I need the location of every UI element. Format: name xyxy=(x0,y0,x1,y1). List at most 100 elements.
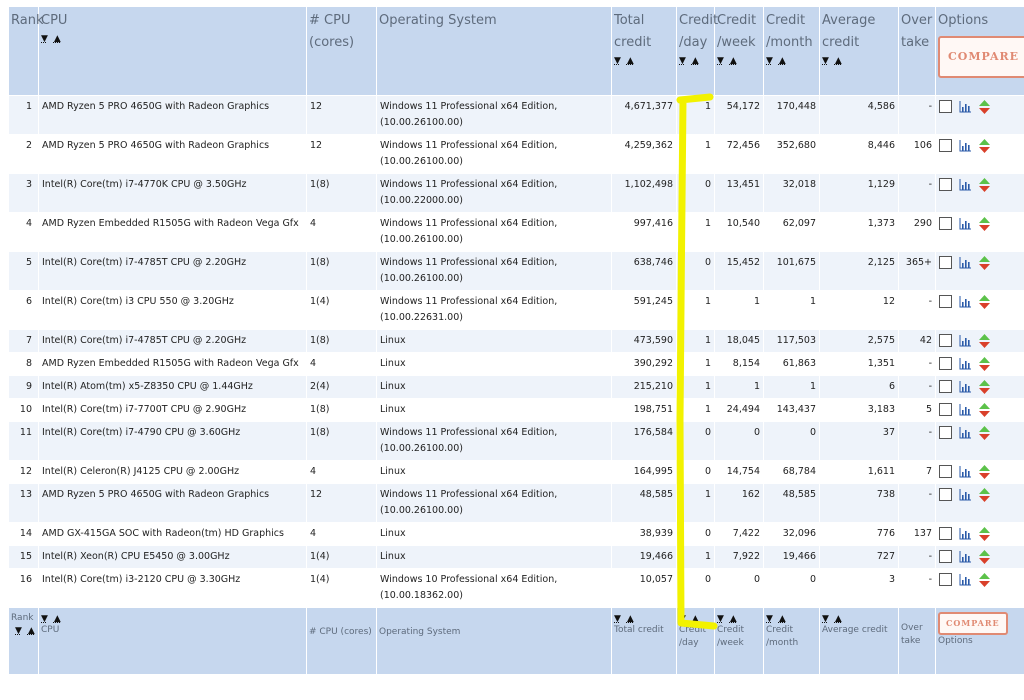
credit-day-sort-controls: ▼ ▲ xyxy=(679,614,712,624)
bar-chart-icon[interactable] xyxy=(959,403,972,416)
credit-month-cell: 0 xyxy=(763,568,820,608)
bar-chart-icon[interactable] xyxy=(959,139,972,152)
sort-desc-icon[interactable]: ▼ xyxy=(822,614,829,624)
credit-week-cell: 15,452 xyxy=(714,251,764,291)
compare-checkbox[interactable] xyxy=(939,295,952,308)
bar-chart-icon[interactable] xyxy=(959,527,972,540)
compare-checkbox[interactable] xyxy=(939,465,952,478)
bar-chart-icon[interactable] xyxy=(959,550,972,563)
up-down-arrows-icon[interactable] xyxy=(979,487,990,502)
cores-cell: 12 xyxy=(306,95,377,135)
up-down-arrows-icon[interactable] xyxy=(979,549,990,564)
compare-checkbox[interactable] xyxy=(939,550,952,563)
compare-checkbox[interactable] xyxy=(939,573,952,586)
credit-day-cell: 1 xyxy=(676,545,715,569)
cpu-cell: Intel(R) Xeon(R) CPU E5450 @ 3.00GHz xyxy=(38,545,307,569)
up-down-arrows-icon[interactable] xyxy=(979,99,990,114)
bar-chart-icon[interactable] xyxy=(959,217,972,230)
sort-asc-icon[interactable]: ▲ xyxy=(691,56,699,66)
sort-desc-icon[interactable]: ▼ xyxy=(822,56,829,66)
up-down-arrows-icon[interactable] xyxy=(979,572,990,587)
up-down-arrows-icon[interactable] xyxy=(979,333,990,348)
compare-checkbox[interactable] xyxy=(939,334,952,347)
average-credit-cell: 37 xyxy=(819,421,899,461)
header-cpu: CPU ▼ ▲ xyxy=(38,6,307,96)
compare-checkbox[interactable] xyxy=(939,380,952,393)
sort-asc-icon[interactable]: ▲ xyxy=(729,56,737,66)
sort-asc-icon[interactable]: ▲ xyxy=(626,56,634,66)
credit-week-cell: 7,922 xyxy=(714,545,764,569)
compare-checkbox[interactable] xyxy=(939,357,952,370)
compare-checkbox[interactable] xyxy=(939,139,952,152)
options-cell xyxy=(935,173,1024,213)
bar-chart-icon[interactable] xyxy=(959,256,972,269)
sort-asc-icon[interactable]: ▲ xyxy=(27,626,35,636)
compare-checkbox[interactable] xyxy=(939,100,952,113)
compare-button[interactable]: COMPARE xyxy=(938,36,1024,78)
bar-chart-icon[interactable] xyxy=(959,295,972,308)
credit-day-cell: 1 xyxy=(676,134,715,174)
compare-checkbox[interactable] xyxy=(939,217,952,230)
sort-desc-icon[interactable]: ▼ xyxy=(679,614,686,624)
sort-desc-icon[interactable]: ▼ xyxy=(41,34,48,44)
footer-rank: Rank ▼ ▲ xyxy=(8,607,39,675)
compare-button[interactable]: COMPARE xyxy=(938,612,1008,635)
sort-asc-icon[interactable]: ▲ xyxy=(53,34,61,44)
compare-checkbox[interactable] xyxy=(939,403,952,416)
header-credit-week: Credit /week ▼ ▲ xyxy=(714,6,764,96)
up-down-arrows-icon[interactable] xyxy=(979,526,990,541)
sort-asc-icon[interactable]: ▲ xyxy=(778,56,786,66)
up-down-arrows-icon[interactable] xyxy=(979,216,990,231)
sort-desc-icon[interactable]: ▼ xyxy=(614,56,621,66)
sort-desc-icon[interactable]: ▼ xyxy=(614,614,621,624)
up-down-arrows-icon[interactable] xyxy=(979,138,990,153)
overtake-cell: - xyxy=(898,545,936,569)
sort-asc-icon[interactable]: ▲ xyxy=(834,614,842,624)
header-os: Operating System xyxy=(376,6,612,96)
up-down-arrows-icon[interactable] xyxy=(979,464,990,479)
sort-desc-icon[interactable]: ▼ xyxy=(766,614,773,624)
up-down-arrows-icon[interactable] xyxy=(979,356,990,371)
up-down-arrows-icon[interactable] xyxy=(979,379,990,394)
sort-asc-icon[interactable]: ▲ xyxy=(53,614,61,624)
bar-chart-icon[interactable] xyxy=(959,334,972,347)
total-credit-cell: 38,939 xyxy=(611,522,677,546)
bar-chart-icon[interactable] xyxy=(959,178,972,191)
compare-checkbox[interactable] xyxy=(939,527,952,540)
sort-desc-icon[interactable]: ▼ xyxy=(717,56,724,66)
compare-checkbox[interactable] xyxy=(939,256,952,269)
credit-day-cell: 0 xyxy=(676,460,715,484)
sort-desc-icon[interactable]: ▼ xyxy=(766,56,773,66)
sort-asc-icon[interactable]: ▲ xyxy=(626,614,634,624)
sort-asc-icon[interactable]: ▲ xyxy=(834,56,842,66)
up-down-arrows-icon[interactable] xyxy=(979,294,990,309)
bar-chart-icon[interactable] xyxy=(959,573,972,586)
table-row: 12 Intel(R) Celeron(R) J4125 CPU @ 2.00GH… xyxy=(8,460,1024,484)
sort-desc-icon[interactable]: ▼ xyxy=(15,626,22,636)
compare-checkbox[interactable] xyxy=(939,426,952,439)
credit-week-cell: 10,540 xyxy=(714,212,764,252)
bar-chart-icon[interactable] xyxy=(959,100,972,113)
header-average-credit: Average credit ▼ ▲ xyxy=(819,6,899,96)
cores-cell: 1(4) xyxy=(306,290,377,330)
bar-chart-icon[interactable] xyxy=(959,357,972,370)
bar-chart-icon[interactable] xyxy=(959,380,972,393)
compare-checkbox[interactable] xyxy=(939,488,952,501)
up-down-arrows-icon[interactable] xyxy=(979,425,990,440)
credit-week-cell: 162 xyxy=(714,483,764,523)
total-credit-cell: 176,584 xyxy=(611,421,677,461)
sort-desc-icon[interactable]: ▼ xyxy=(717,614,724,624)
sort-asc-icon[interactable]: ▲ xyxy=(729,614,737,624)
up-down-arrows-icon[interactable] xyxy=(979,255,990,270)
up-down-arrows-icon[interactable] xyxy=(979,402,990,417)
options-cell xyxy=(935,134,1024,174)
compare-checkbox[interactable] xyxy=(939,178,952,191)
sort-desc-icon[interactable]: ▼ xyxy=(679,56,686,66)
up-down-arrows-icon[interactable] xyxy=(979,177,990,192)
bar-chart-icon[interactable] xyxy=(959,488,972,501)
bar-chart-icon[interactable] xyxy=(959,465,972,478)
sort-asc-icon[interactable]: ▲ xyxy=(691,614,699,624)
bar-chart-icon[interactable] xyxy=(959,426,972,439)
sort-desc-icon[interactable]: ▼ xyxy=(41,614,48,624)
sort-asc-icon[interactable]: ▲ xyxy=(778,614,786,624)
